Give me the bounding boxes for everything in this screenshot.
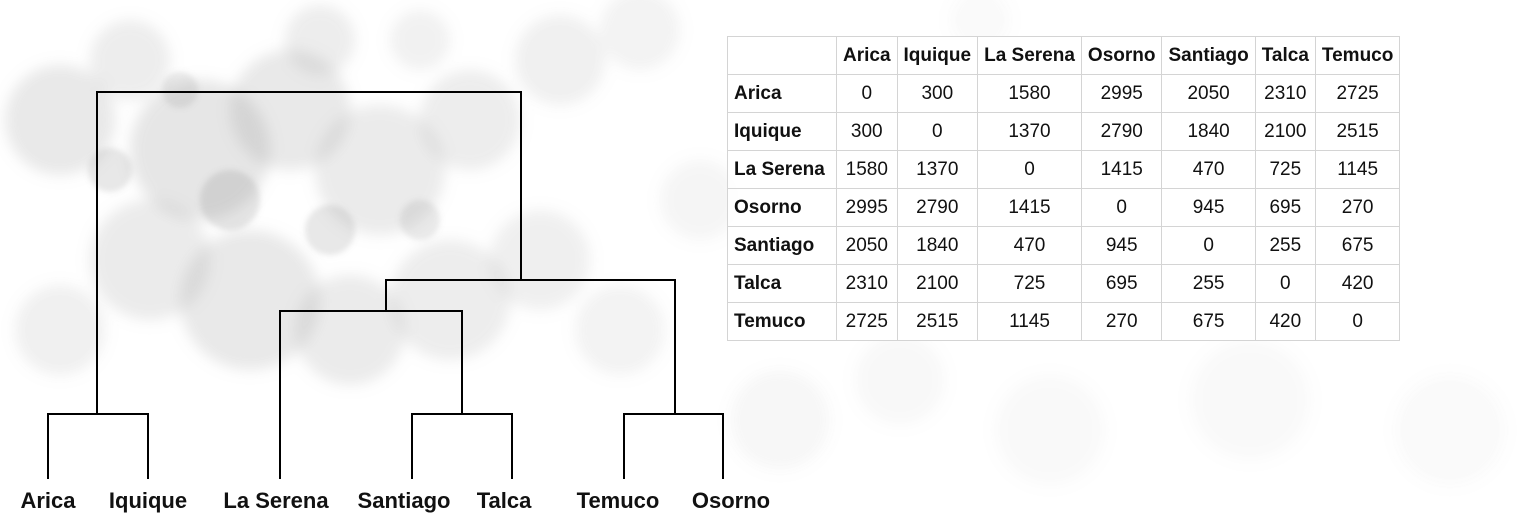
table-cell: 2995: [1080, 74, 1163, 113]
row-header: Santiago: [727, 226, 837, 265]
dendrogram: Arica Iquique La Serena Santiago Talca T…: [20, 91, 770, 513]
table-row: Temuco 2725 2515 1145 270 675 420 0: [727, 302, 1401, 341]
table-cell: 2725: [836, 302, 898, 341]
table-cell: 1145: [977, 302, 1082, 341]
table-cell: 2790: [896, 188, 979, 227]
table-cell: 270: [1080, 302, 1163, 341]
table-cell: 420: [1314, 264, 1401, 303]
table-cell: 675: [1161, 302, 1256, 341]
table-cell: 2050: [836, 226, 898, 265]
table-row: Iquique 300 0 1370 2790 1840 2100 2515: [727, 112, 1401, 151]
table-cell: 2310: [1254, 74, 1316, 113]
merge-santiago-talca: [411, 413, 513, 479]
table-cell: 675: [1314, 226, 1401, 265]
column-header: Osorno: [1080, 36, 1163, 75]
table-cell: 255: [1161, 264, 1256, 303]
table-cell: 420: [1254, 302, 1316, 341]
table-cell: 1370: [896, 150, 979, 189]
merge-arica-iquique: [47, 413, 149, 479]
table-corner-cell: [727, 36, 837, 75]
table-cell: 2995: [836, 188, 898, 227]
table-row: Osorno 2995 2790 1415 0 945 695 270: [727, 188, 1401, 227]
leaf-label-santiago: Santiago: [358, 488, 451, 513]
table-cell: 0: [1161, 226, 1256, 265]
table-cell: 0: [1254, 264, 1316, 303]
column-header: Arica: [836, 36, 898, 75]
leaf-label-arica: Arica: [20, 488, 76, 513]
table-cell: 945: [1161, 188, 1256, 227]
table-cell: 270: [1314, 188, 1401, 227]
table-cell: 1840: [1161, 112, 1256, 151]
table-cell: 1580: [977, 74, 1082, 113]
row-header: Osorno: [727, 188, 837, 227]
table-cell: 0: [836, 74, 898, 113]
leaf-label-temuco: Temuco: [577, 488, 660, 513]
table-cell: 945: [1080, 226, 1163, 265]
table-cell: 725: [1254, 150, 1316, 189]
table-cell: 2310: [836, 264, 898, 303]
table-cell: 2100: [896, 264, 979, 303]
row-header: Temuco: [727, 302, 837, 341]
row-header: La Serena: [727, 150, 837, 189]
column-header: Santiago: [1161, 36, 1256, 75]
column-header: Iquique: [896, 36, 979, 75]
table-cell: 0: [1314, 302, 1401, 341]
table-cell: 1415: [1080, 150, 1163, 189]
merge-temuco-osorno: [623, 413, 724, 479]
table-cell: 725: [977, 264, 1082, 303]
leaf-label-osorno: Osorno: [692, 488, 770, 513]
table-cell: 0: [977, 150, 1082, 189]
table-cell: 0: [1080, 188, 1163, 227]
table-cell: 2100: [1254, 112, 1316, 151]
column-header: La Serena: [977, 36, 1082, 75]
table-cell: 1370: [977, 112, 1082, 151]
leaf-labels: Arica Iquique La Serena Santiago Talca T…: [20, 488, 770, 513]
row-header: Arica: [727, 74, 837, 113]
table-cell: 470: [1161, 150, 1256, 189]
distance-matrix-table: Arica Iquique La Serena Osorno Santiago …: [727, 36, 1401, 341]
table-cell: 1145: [1314, 150, 1401, 189]
table-cell: 2515: [1314, 112, 1401, 151]
table-row: Arica 0 300 1580 2995 2050 2310 2725: [727, 74, 1401, 113]
table-cell: 1415: [977, 188, 1082, 227]
table-cell: 2515: [896, 302, 979, 341]
row-header: Iquique: [727, 112, 837, 151]
merge-laserena-santiago-talca: [279, 310, 463, 479]
column-header: Temuco: [1314, 36, 1401, 75]
table-row: La Serena 1580 1370 0 1415 470 725 1145: [727, 150, 1401, 189]
table-cell: 2790: [1080, 112, 1163, 151]
table-cell: 2725: [1314, 74, 1401, 113]
merge-root: [96, 91, 522, 415]
table-cell: 695: [1080, 264, 1163, 303]
table-header-row: Arica Iquique La Serena Osorno Santiago …: [727, 36, 1401, 75]
table-cell: 1840: [896, 226, 979, 265]
table-cell: 695: [1254, 188, 1316, 227]
leaf-label-iquique: Iquique: [109, 488, 187, 513]
table-cell: 300: [836, 112, 898, 151]
table-cell: 0: [896, 112, 979, 151]
table-cell: 2050: [1161, 74, 1256, 113]
table-cell: 470: [977, 226, 1082, 265]
table-cell: 300: [896, 74, 979, 113]
table-cell: 1580: [836, 150, 898, 189]
table-cell: 255: [1254, 226, 1316, 265]
merge-central-south: [385, 279, 676, 415]
column-header: Talca: [1254, 36, 1316, 75]
row-header: Talca: [727, 264, 837, 303]
leaf-label-talca: Talca: [477, 488, 532, 513]
table-row: Santiago 2050 1840 470 945 0 255 675: [727, 226, 1401, 265]
leaf-label-la-serena: La Serena: [223, 488, 329, 513]
table-row: Talca 2310 2100 725 695 255 0 420: [727, 264, 1401, 303]
